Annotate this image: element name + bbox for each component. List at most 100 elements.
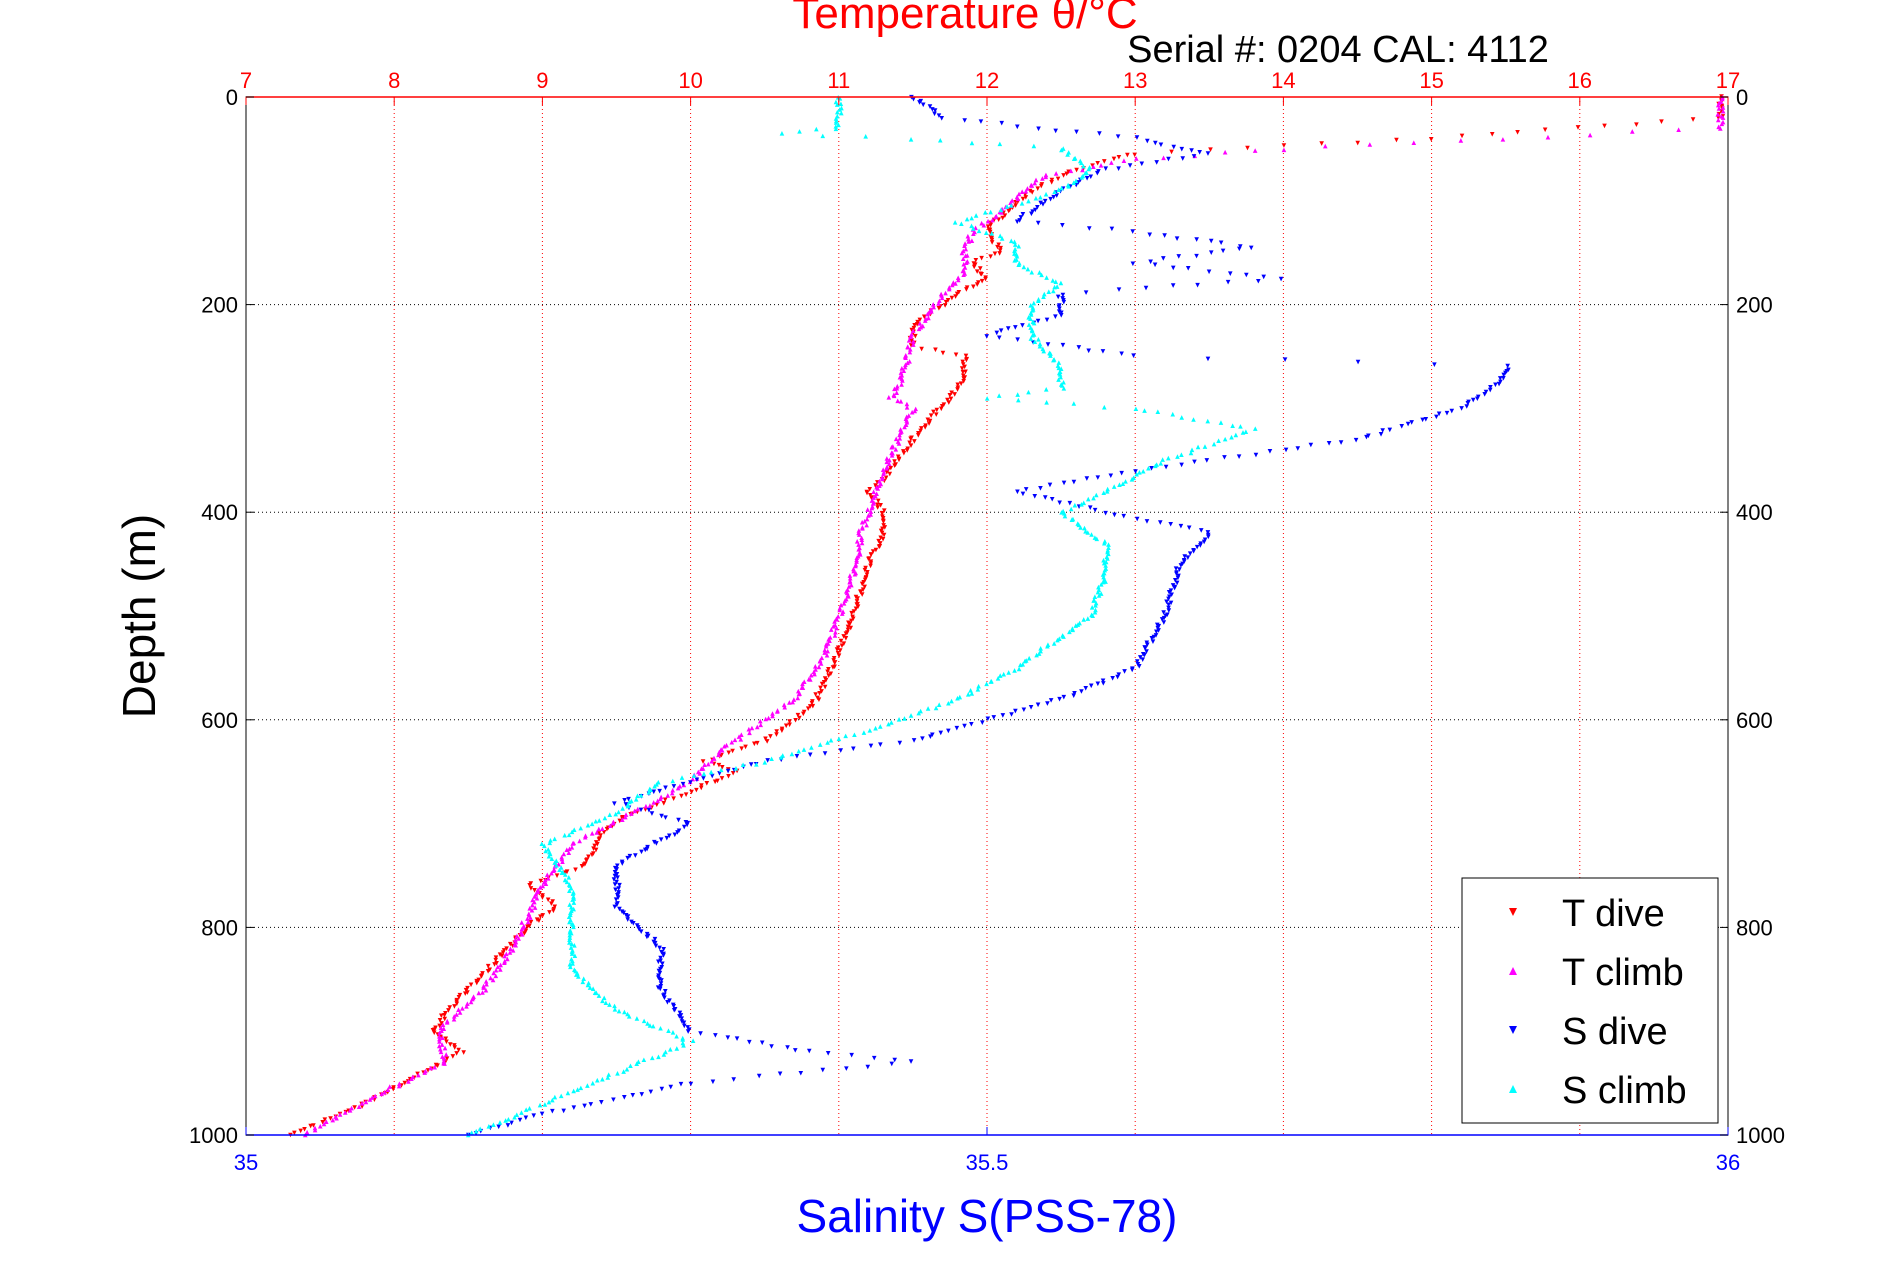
data-point <box>870 549 876 554</box>
data-point <box>1045 342 1051 347</box>
data-point <box>654 841 659 846</box>
data-point <box>896 457 902 463</box>
data-point <box>1085 496 1091 502</box>
data-point <box>701 776 706 781</box>
data-point <box>308 1123 313 1129</box>
data-point <box>439 1042 445 1047</box>
data-point <box>736 734 742 739</box>
data-point <box>1039 272 1044 278</box>
data-point <box>1191 417 1196 422</box>
data-point <box>979 278 985 284</box>
data-point <box>669 790 675 796</box>
data-point <box>538 878 544 884</box>
data-point <box>570 922 576 928</box>
temp-tick-label: 15 <box>1419 68 1443 93</box>
data-point <box>1198 528 1204 533</box>
data-point <box>567 902 572 907</box>
data-point <box>1378 431 1384 437</box>
data-point <box>1056 360 1062 365</box>
data-point <box>1031 143 1037 149</box>
data-point <box>570 891 576 896</box>
data-point <box>1061 694 1067 700</box>
data-point <box>1080 167 1085 173</box>
data-point <box>962 364 967 370</box>
data-point <box>1121 513 1127 519</box>
data-point <box>964 287 969 292</box>
data-point <box>936 301 941 306</box>
data-point <box>1012 258 1017 263</box>
data-point <box>863 134 868 139</box>
data-point <box>517 1117 523 1123</box>
data-point <box>552 1094 558 1100</box>
data-point <box>837 648 843 653</box>
data-point <box>525 924 530 930</box>
data-point <box>837 607 842 613</box>
depth-tick-label-right: 1000 <box>1736 1123 1785 1148</box>
data-point <box>1144 642 1150 648</box>
data-point <box>995 675 1001 681</box>
data-point <box>558 1093 564 1099</box>
data-point <box>1035 702 1041 708</box>
data-point <box>1278 276 1284 282</box>
data-point <box>980 720 985 725</box>
data-point <box>658 981 664 986</box>
data-point <box>834 102 840 107</box>
data-point <box>523 1107 529 1112</box>
data-point <box>832 660 837 666</box>
data-point <box>1144 519 1150 524</box>
data-point <box>996 242 1002 248</box>
data-point <box>1069 517 1075 522</box>
data-point <box>593 818 599 824</box>
data-point <box>486 1124 492 1129</box>
data-point <box>959 366 965 371</box>
data-point <box>540 883 546 889</box>
data-point <box>548 837 553 843</box>
data-point <box>587 985 593 990</box>
data-point <box>971 284 976 290</box>
legend-items: T dive T climb S dive S climb <box>1509 893 1687 1112</box>
data-point <box>1690 117 1696 122</box>
data-point <box>1022 658 1028 664</box>
data-point <box>1100 678 1106 684</box>
data-point <box>904 401 910 407</box>
data-point <box>907 347 913 352</box>
data-point <box>1147 232 1153 238</box>
data-point <box>559 870 565 875</box>
data-point <box>854 538 860 544</box>
data-point <box>1006 670 1011 675</box>
data-point <box>828 671 834 677</box>
data-point <box>614 879 619 885</box>
data-point <box>623 802 629 807</box>
data-point <box>943 299 949 305</box>
data-point <box>1102 404 1107 410</box>
data-point <box>1185 555 1191 560</box>
data-point <box>1057 696 1062 702</box>
data-point <box>688 1081 694 1087</box>
data-point <box>667 833 672 839</box>
data-point <box>922 318 928 323</box>
data-point <box>621 1069 626 1074</box>
data-point <box>1267 449 1273 454</box>
data-point <box>671 1007 677 1013</box>
data-point <box>1026 322 1032 327</box>
data-point <box>601 830 607 835</box>
data-point <box>989 240 995 245</box>
data-point <box>1078 525 1083 530</box>
data-point <box>1496 381 1502 387</box>
data-point <box>1029 190 1035 195</box>
data-point <box>713 1033 718 1038</box>
data-point <box>849 1052 854 1058</box>
data-point <box>1072 502 1078 508</box>
data-point <box>969 238 975 244</box>
data-point <box>444 1039 449 1045</box>
data-point <box>1387 427 1393 433</box>
legend: T dive T climb S dive S climb <box>1461 877 1719 1124</box>
data-point <box>893 446 899 452</box>
data-point <box>969 223 974 229</box>
data-point <box>833 124 839 129</box>
data-point <box>873 547 879 553</box>
data-point <box>625 917 631 922</box>
data-point <box>1189 148 1194 153</box>
data-point <box>1216 438 1221 443</box>
data-point <box>446 1008 451 1013</box>
